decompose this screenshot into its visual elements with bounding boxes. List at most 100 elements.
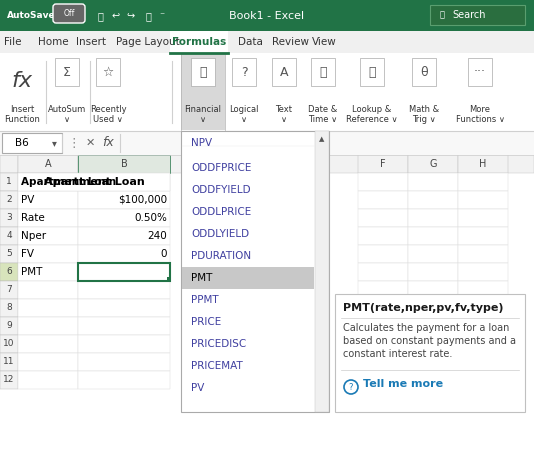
Text: PRICEDISC: PRICEDISC xyxy=(191,339,246,349)
Bar xyxy=(0,263,18,281)
Text: ODDFPRICE: ODDFPRICE xyxy=(191,163,252,173)
Bar xyxy=(358,281,408,299)
Text: F: F xyxy=(380,159,386,169)
Text: 11: 11 xyxy=(3,357,15,367)
Bar xyxy=(78,371,170,389)
Text: ↪: ↪ xyxy=(126,11,134,21)
Bar xyxy=(408,281,458,299)
Bar xyxy=(315,131,329,412)
Text: PMT(rate,nper,pv,fv,type): PMT(rate,nper,pv,fv,type) xyxy=(343,303,504,313)
Bar xyxy=(18,263,78,281)
Text: fx: fx xyxy=(12,71,33,91)
Text: ⏰: ⏰ xyxy=(319,65,327,79)
Text: 6: 6 xyxy=(6,267,12,276)
Text: PV: PV xyxy=(21,195,34,205)
Bar xyxy=(458,209,508,227)
Text: ☆: ☆ xyxy=(103,65,114,79)
Text: PMT: PMT xyxy=(191,273,213,283)
Text: 7: 7 xyxy=(6,286,12,294)
Bar xyxy=(181,54,225,130)
Bar xyxy=(78,245,170,263)
Bar xyxy=(458,317,508,335)
Bar xyxy=(358,371,408,389)
Text: Data: Data xyxy=(238,37,263,47)
Bar xyxy=(358,209,408,227)
Text: 2: 2 xyxy=(6,196,12,204)
Bar xyxy=(78,173,170,191)
Text: 8: 8 xyxy=(6,303,12,313)
Bar xyxy=(408,353,458,371)
Bar xyxy=(0,281,18,299)
Bar xyxy=(408,155,458,173)
Text: constant interest rate.: constant interest rate. xyxy=(343,349,452,359)
Text: 🔍: 🔍 xyxy=(368,65,376,79)
Bar xyxy=(458,173,508,191)
Text: ✕: ✕ xyxy=(85,138,95,148)
Bar xyxy=(78,353,170,371)
Text: File: File xyxy=(4,37,21,47)
Bar xyxy=(78,209,170,227)
Text: Book1 - Excel: Book1 - Excel xyxy=(230,11,304,21)
Bar xyxy=(182,267,314,289)
Text: 5: 5 xyxy=(6,250,12,259)
Text: AutoSave: AutoSave xyxy=(7,11,56,21)
Bar xyxy=(181,131,329,412)
Bar xyxy=(18,173,170,191)
Bar xyxy=(408,371,458,389)
Bar xyxy=(0,335,18,353)
Text: Insert: Insert xyxy=(10,105,34,113)
Bar xyxy=(408,245,458,263)
Bar xyxy=(167,277,171,281)
Bar xyxy=(0,173,18,191)
Bar xyxy=(0,317,18,335)
Text: Apartment Loan: Apartment Loan xyxy=(21,177,116,187)
Text: 9: 9 xyxy=(6,322,12,330)
Bar xyxy=(358,155,408,173)
Bar xyxy=(0,155,534,173)
Text: 0.50%: 0.50% xyxy=(134,213,167,223)
Bar xyxy=(458,155,508,173)
Text: Text: Text xyxy=(276,105,293,113)
Text: Nper: Nper xyxy=(21,231,46,241)
Bar xyxy=(408,317,458,335)
Bar xyxy=(408,209,458,227)
Bar xyxy=(78,299,170,317)
Text: 240: 240 xyxy=(147,231,167,241)
Text: A: A xyxy=(280,65,288,79)
Text: 12: 12 xyxy=(3,376,15,384)
Text: Math &: Math & xyxy=(409,105,439,113)
Bar xyxy=(78,281,170,299)
Bar xyxy=(408,335,458,353)
Text: ?: ? xyxy=(349,383,354,392)
Bar xyxy=(78,317,170,335)
Bar xyxy=(458,263,508,281)
Text: Formulas: Formulas xyxy=(172,37,226,47)
Bar xyxy=(0,353,18,371)
Bar xyxy=(78,335,170,353)
Bar xyxy=(358,263,408,281)
Bar xyxy=(0,245,18,263)
Bar xyxy=(78,263,170,281)
Bar xyxy=(468,58,492,86)
Text: ···: ··· xyxy=(474,65,486,79)
Text: ∨: ∨ xyxy=(200,116,206,124)
Text: θ: θ xyxy=(420,65,428,79)
Bar xyxy=(408,173,458,191)
Bar xyxy=(0,191,18,209)
Text: Functions ∨: Functions ∨ xyxy=(456,116,505,124)
Text: 1: 1 xyxy=(6,177,12,186)
Text: PV: PV xyxy=(191,383,205,393)
Text: 4: 4 xyxy=(6,232,12,240)
Text: Time ∨: Time ∨ xyxy=(308,116,337,124)
Bar xyxy=(96,58,120,86)
Text: 🔍: 🔍 xyxy=(439,11,444,20)
Bar xyxy=(170,31,228,53)
Bar xyxy=(18,191,78,209)
Bar xyxy=(0,155,18,173)
Bar xyxy=(335,294,525,412)
Text: ⬛: ⬛ xyxy=(145,11,151,21)
Text: Page Layout: Page Layout xyxy=(116,37,180,47)
Bar xyxy=(458,281,508,299)
Bar xyxy=(408,227,458,245)
Text: Used ∨: Used ∨ xyxy=(93,116,123,124)
